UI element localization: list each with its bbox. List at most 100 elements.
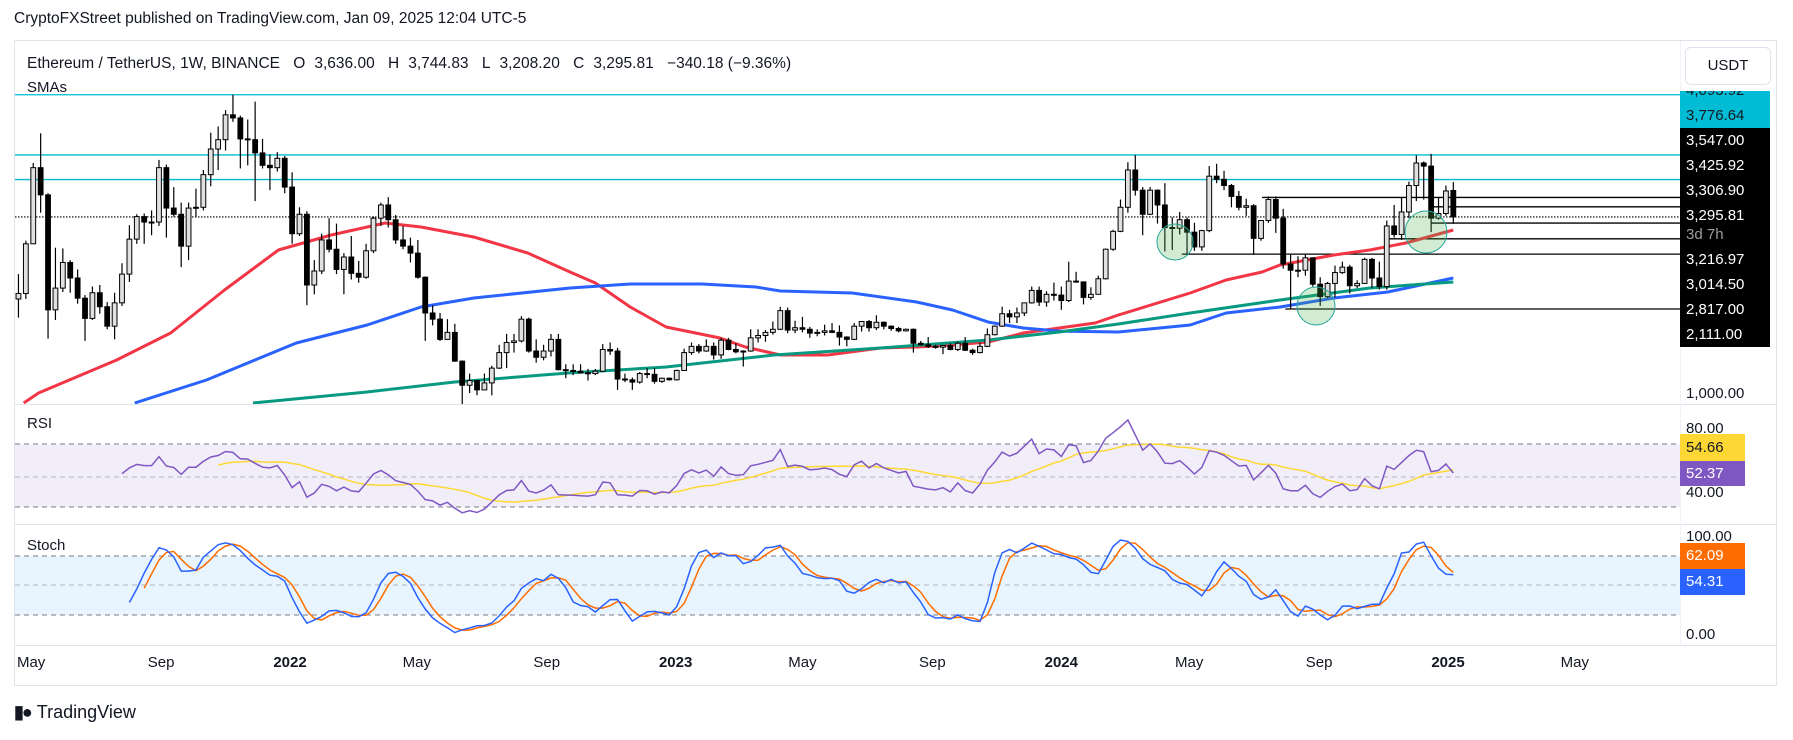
price-label: 2,111.00 [1680,322,1770,347]
candle-body [178,213,185,247]
candle [237,115,244,169]
candle-body [1406,185,1412,213]
candle-body [244,138,251,141]
candle [607,342,614,355]
candle [1221,170,1227,191]
candle-body [474,380,480,391]
highlight-circle [1404,210,1448,254]
candle-body [659,377,665,382]
candle-body [141,216,148,223]
candle-body [170,207,177,215]
candle-body [769,328,776,333]
candle-body [1376,277,1383,288]
candle [977,342,983,354]
candle-body [326,239,332,250]
candle-body [1354,282,1361,287]
rsi-pane [15,418,1680,514]
candle-body [932,345,939,348]
candle-body [1184,219,1190,233]
price-label: 4,093.92 [1680,91,1770,103]
candle-body [1117,206,1124,232]
candle-body [1102,248,1109,280]
candle [666,377,673,381]
price-label-current: 3,295.81 [1680,203,1770,225]
candle-body [304,213,310,286]
candle [1243,198,1250,216]
candle-body [636,373,643,383]
candle-body [1139,189,1146,215]
candle [1006,309,1013,324]
candle-body [67,261,74,279]
candle [1154,189,1161,224]
sma-indicator-label[interactable]: SMAs [27,79,68,96]
candle [525,317,532,353]
candle [1124,162,1131,213]
candle-body [666,377,673,381]
candle-body [1272,199,1279,219]
candle-body [1383,225,1390,288]
candle-body [1235,195,1242,208]
time-tick: Sep [919,654,946,671]
candle-body [836,331,843,338]
change-value: −340.18 (−9.36%) [667,55,792,72]
candle-body [1413,162,1420,187]
candle [858,321,865,332]
rsi-tick: 40.00 [1686,484,1724,501]
time-tick: 2022 [273,654,307,671]
candle [1272,196,1279,233]
price-label: 3,014.50 [1680,272,1770,297]
candle-body [392,219,399,241]
candle-body [1287,263,1294,271]
candle-body [1191,231,1198,248]
candle [962,337,969,352]
time-tick: 2024 [1044,654,1078,671]
candle [718,337,724,359]
candle [903,328,909,332]
candle-body [1006,313,1013,318]
candle [1406,181,1412,219]
candle [1132,154,1139,196]
rsi-title[interactable]: RSI [27,415,53,432]
candle-body [156,167,162,223]
candle [296,207,303,237]
stoch-title[interactable]: Stoch [27,537,66,554]
ohlc-high: H 3,744.83 [388,55,469,72]
candle [1021,302,1028,317]
currency-button[interactable]: USDT [1685,47,1771,85]
candle [163,164,170,238]
price-axis-labels[interactable]: 4,093.92 3,776.64 3,547.00 3,425.92 3,30… [1680,91,1770,353]
candle-body [977,345,983,354]
symbol-title[interactable]: Ethereum / TetherUS, 1W, BINANCE [27,55,280,72]
time-tick: May [16,654,46,671]
candle-body [999,313,1006,327]
candle [1413,155,1420,202]
candle-body [414,252,421,278]
candle-body [747,337,754,352]
candle-body [1043,293,1050,303]
candle-body [599,348,606,372]
candle-body [651,373,658,382]
candle [873,315,880,331]
candle [355,260,362,283]
candle [910,328,917,353]
candle [437,312,443,341]
candle-body [111,302,118,327]
candle [1443,185,1449,216]
bar-countdown: 3d 7h [1680,225,1770,247]
candle-body [281,157,288,188]
candle [74,269,81,304]
candle-body [318,239,325,272]
candle [895,326,902,333]
candle-body [562,369,569,372]
candle-body [777,310,784,330]
candle [932,344,939,349]
candle [96,284,103,314]
candle-body [1161,204,1168,228]
tradingview-logo-icon: ▮● [14,702,33,722]
candle [732,343,739,354]
candle-body [1258,219,1264,239]
candle [281,156,288,194]
candle [111,292,118,340]
candle-body [200,174,207,208]
